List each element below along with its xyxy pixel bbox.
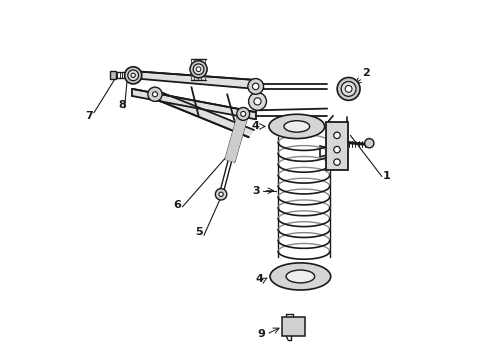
- Circle shape: [334, 159, 340, 165]
- Ellipse shape: [345, 85, 352, 92]
- Ellipse shape: [269, 114, 325, 139]
- FancyBboxPatch shape: [326, 122, 348, 170]
- Circle shape: [254, 98, 261, 105]
- Ellipse shape: [131, 73, 135, 77]
- Text: 6: 6: [173, 200, 181, 210]
- Text: 1: 1: [382, 171, 390, 181]
- Ellipse shape: [193, 64, 204, 75]
- Ellipse shape: [286, 270, 315, 283]
- Circle shape: [219, 192, 223, 197]
- Circle shape: [365, 139, 374, 148]
- Ellipse shape: [190, 61, 207, 78]
- Circle shape: [334, 132, 340, 139]
- Ellipse shape: [196, 67, 201, 72]
- Circle shape: [248, 93, 267, 111]
- Polygon shape: [225, 113, 247, 162]
- Polygon shape: [132, 89, 256, 119]
- Circle shape: [215, 189, 227, 200]
- Circle shape: [241, 111, 245, 116]
- Ellipse shape: [337, 77, 360, 100]
- Circle shape: [248, 78, 264, 94]
- Text: 4: 4: [252, 121, 260, 131]
- Text: 5: 5: [195, 227, 202, 237]
- Circle shape: [148, 87, 162, 102]
- Text: 7: 7: [86, 111, 94, 121]
- Text: 2: 2: [363, 68, 370, 78]
- Ellipse shape: [124, 67, 142, 84]
- Circle shape: [252, 83, 259, 90]
- Polygon shape: [152, 91, 254, 137]
- Ellipse shape: [128, 70, 139, 81]
- Text: 4: 4: [255, 274, 263, 284]
- Polygon shape: [132, 71, 256, 89]
- Ellipse shape: [341, 81, 356, 96]
- Ellipse shape: [284, 121, 310, 132]
- Circle shape: [152, 92, 157, 97]
- Text: 3: 3: [253, 186, 260, 196]
- FancyBboxPatch shape: [110, 71, 117, 79]
- Text: 8: 8: [118, 100, 125, 110]
- Circle shape: [237, 108, 249, 120]
- Circle shape: [334, 147, 340, 153]
- Text: 9: 9: [257, 329, 265, 339]
- Ellipse shape: [270, 263, 331, 290]
- FancyBboxPatch shape: [282, 317, 305, 336]
